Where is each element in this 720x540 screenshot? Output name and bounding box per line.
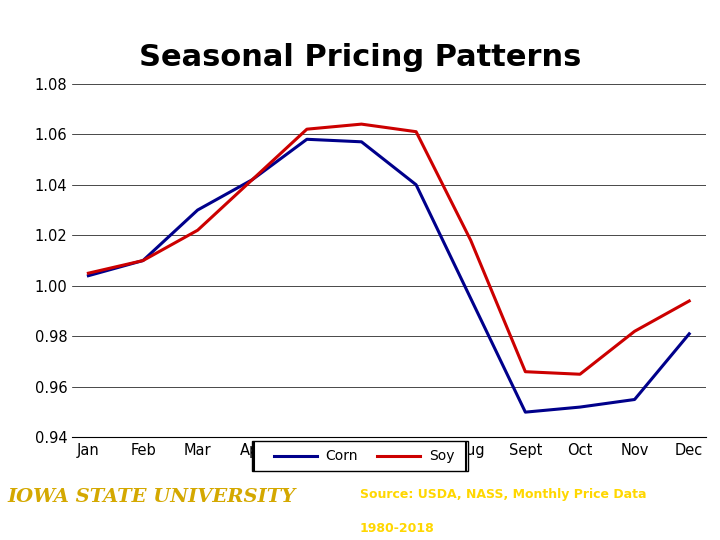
Text: Source: USDA, NASS, Monthly Price Data: Source: USDA, NASS, Monthly Price Data xyxy=(360,488,647,501)
Text: Soy: Soy xyxy=(429,449,454,463)
Text: 1980-2018: 1980-2018 xyxy=(360,522,435,535)
Text: Extension and Outreach/Department of Economics: Extension and Outreach/Department of Eco… xyxy=(7,522,272,532)
FancyBboxPatch shape xyxy=(252,441,468,471)
Text: Corn: Corn xyxy=(325,449,358,463)
Text: Seasonal Pricing Patterns: Seasonal Pricing Patterns xyxy=(139,43,581,72)
Text: IOWA STATE UNIVERSITY: IOWA STATE UNIVERSITY xyxy=(7,488,295,506)
Text: Ag Decision Maker: Ag Decision Maker xyxy=(576,522,720,536)
